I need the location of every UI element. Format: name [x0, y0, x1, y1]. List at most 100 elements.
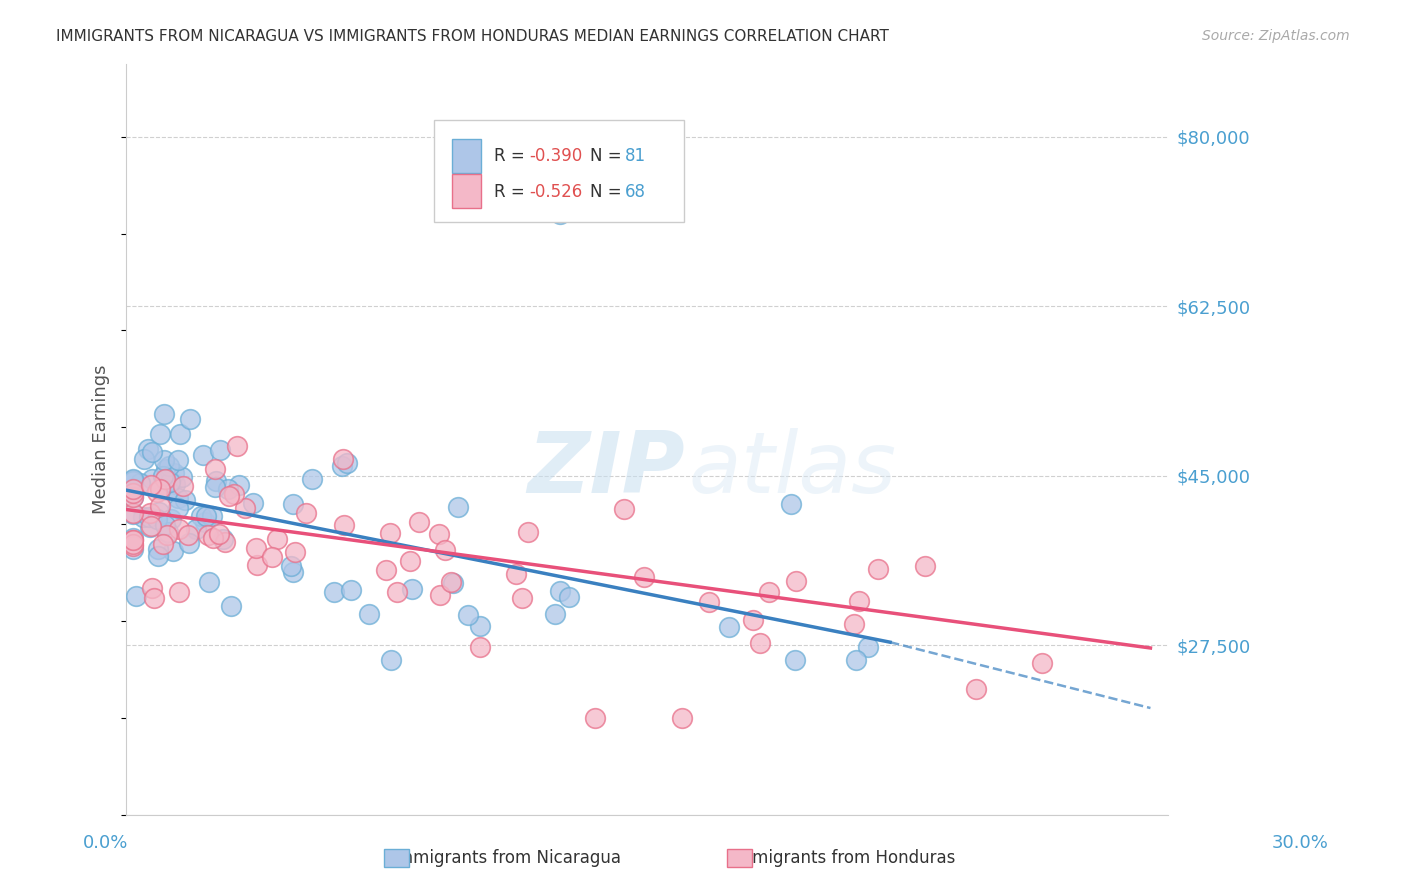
Point	[122, 472, 145, 486]
Text: atlas: atlas	[689, 428, 897, 511]
Point	[159, 475, 181, 490]
Point	[138, 510, 160, 524]
Point	[153, 472, 176, 486]
Point	[470, 640, 492, 655]
Point	[558, 591, 581, 605]
Text: 0.0%: 0.0%	[83, 834, 128, 852]
Text: IMMIGRANTS FROM NICARAGUA VS IMMIGRANTS FROM HONDURAS MEDIAN EARNINGS CORRELATIO: IMMIGRANTS FROM NICARAGUA VS IMMIGRANTS …	[56, 29, 889, 44]
Point	[149, 499, 172, 513]
Point	[152, 469, 174, 483]
Point	[149, 482, 172, 496]
Point	[209, 442, 232, 457]
Point	[965, 681, 987, 696]
Point	[146, 484, 169, 499]
Point	[543, 607, 565, 621]
Point	[136, 442, 159, 456]
Point	[439, 575, 461, 590]
Point	[153, 453, 176, 467]
Point	[283, 497, 305, 511]
Point	[191, 448, 214, 462]
Point	[162, 544, 184, 558]
Point	[148, 505, 170, 519]
Point	[845, 652, 868, 666]
Point	[671, 711, 693, 725]
Point	[155, 461, 177, 475]
Point	[235, 500, 257, 515]
Point	[717, 620, 740, 634]
Point	[550, 583, 572, 598]
Point	[281, 565, 304, 579]
Point	[122, 533, 145, 548]
Point	[166, 491, 188, 505]
Point	[122, 490, 145, 504]
Point	[401, 582, 423, 596]
Point	[699, 594, 721, 608]
Text: N =: N =	[589, 183, 627, 201]
Point	[228, 478, 250, 492]
Point	[742, 613, 765, 627]
Point	[427, 527, 450, 541]
Point	[336, 456, 359, 470]
Point	[204, 480, 226, 494]
Point	[468, 619, 491, 633]
Point	[139, 477, 162, 491]
Text: -0.526: -0.526	[530, 183, 582, 201]
Point	[197, 528, 219, 542]
Point	[856, 640, 879, 654]
Point	[139, 520, 162, 534]
Point	[1031, 656, 1053, 670]
Point	[167, 453, 190, 467]
Point	[143, 591, 166, 605]
Point	[434, 542, 457, 557]
Point	[785, 652, 807, 666]
Point	[548, 207, 571, 221]
Point	[505, 566, 527, 581]
Point	[169, 427, 191, 442]
Point	[122, 536, 145, 550]
Point	[122, 542, 145, 557]
Point	[301, 472, 323, 486]
Point	[186, 522, 208, 536]
Point	[375, 563, 398, 577]
Text: 30.0%: 30.0%	[1272, 834, 1329, 852]
Point	[208, 527, 231, 541]
Point	[198, 574, 221, 589]
Point	[332, 452, 354, 467]
Text: Source: ZipAtlas.com: Source: ZipAtlas.com	[1202, 29, 1350, 43]
Point	[201, 509, 224, 524]
Point	[633, 570, 655, 584]
Text: -0.390: -0.390	[530, 147, 582, 165]
Point	[914, 558, 936, 573]
Point	[221, 599, 243, 613]
Point	[323, 585, 346, 599]
Point	[380, 652, 402, 666]
Point	[190, 509, 212, 524]
Point	[218, 488, 240, 502]
Point	[163, 467, 186, 481]
Text: 68: 68	[626, 183, 647, 201]
Point	[169, 585, 191, 599]
Point	[758, 584, 780, 599]
FancyBboxPatch shape	[453, 174, 481, 208]
Point	[170, 469, 193, 483]
Point	[211, 532, 233, 546]
Point	[429, 588, 451, 602]
Point	[122, 531, 145, 545]
Point	[333, 518, 356, 533]
Point	[399, 554, 422, 568]
Point	[510, 591, 533, 606]
Point	[179, 412, 201, 426]
Point	[748, 636, 770, 650]
Point	[132, 510, 155, 524]
Point	[122, 474, 145, 488]
Point	[408, 515, 430, 529]
Point	[167, 523, 190, 537]
Point	[148, 549, 170, 563]
Point	[201, 531, 224, 545]
Point	[214, 534, 236, 549]
Point	[195, 509, 218, 524]
Point	[122, 507, 145, 521]
Point	[785, 574, 807, 588]
Point	[157, 483, 180, 497]
Point	[780, 497, 803, 511]
